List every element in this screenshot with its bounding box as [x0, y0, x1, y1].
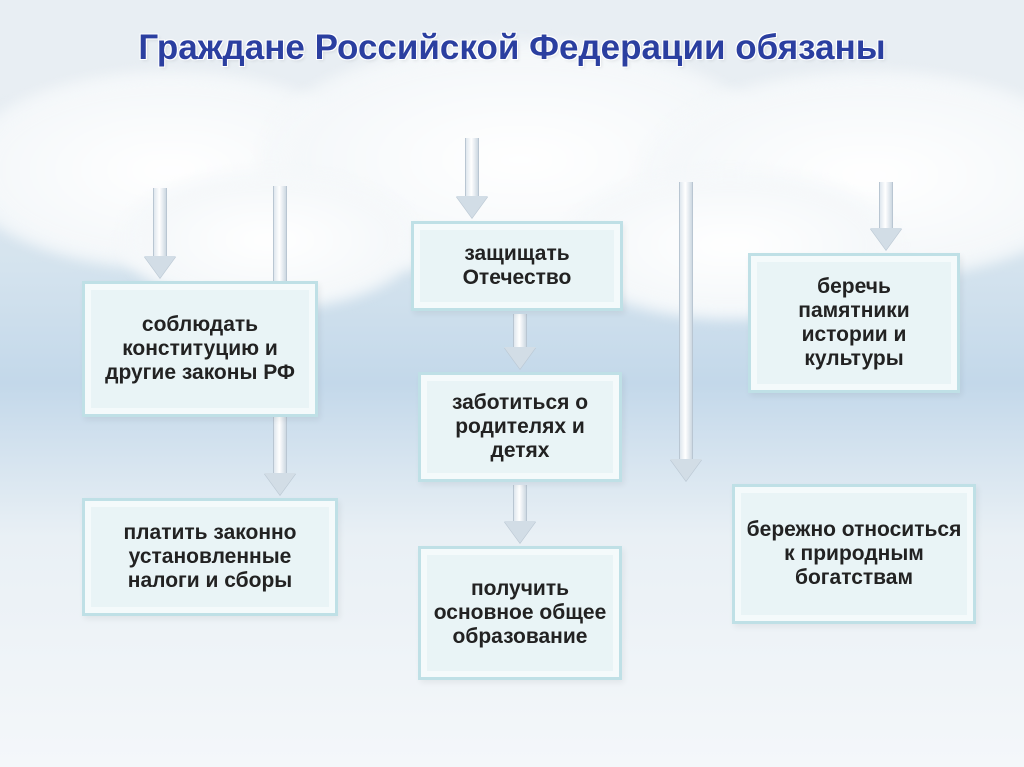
box-nature: бережно относиться к природным богатства… [732, 484, 976, 624]
box-heritage: беречь памятники истории и культуры [748, 253, 960, 393]
box-education: получить основное общее образование [418, 546, 622, 680]
page-title: Граждане Российской Федерации обязаны [0, 28, 1024, 68]
box-defend: защищать Отечество [411, 221, 623, 311]
box-text: заботиться о родителях и детях [429, 391, 611, 463]
arrow-down [504, 314, 536, 369]
arrow-down [870, 182, 902, 250]
box-text: беречь памятники истории и культуры [759, 275, 949, 371]
arrow-down [670, 182, 702, 481]
box-text: получить основное общее образование [429, 577, 611, 649]
box-text: бережно относиться к природным богатства… [743, 518, 965, 590]
box-text: платить законно установленные налоги и с… [93, 521, 327, 593]
box-family: заботиться о родителях и детях [418, 372, 622, 482]
box-text: защищать Отечество [422, 242, 612, 290]
arrow-down [144, 188, 176, 278]
box-text: соблюдать конституцию и другие законы РФ [93, 313, 307, 385]
arrow-down [456, 138, 488, 218]
arrow-down [504, 485, 536, 543]
box-laws: соблюдать конституцию и другие законы РФ [82, 281, 318, 417]
box-taxes: платить законно установленные налоги и с… [82, 498, 338, 616]
